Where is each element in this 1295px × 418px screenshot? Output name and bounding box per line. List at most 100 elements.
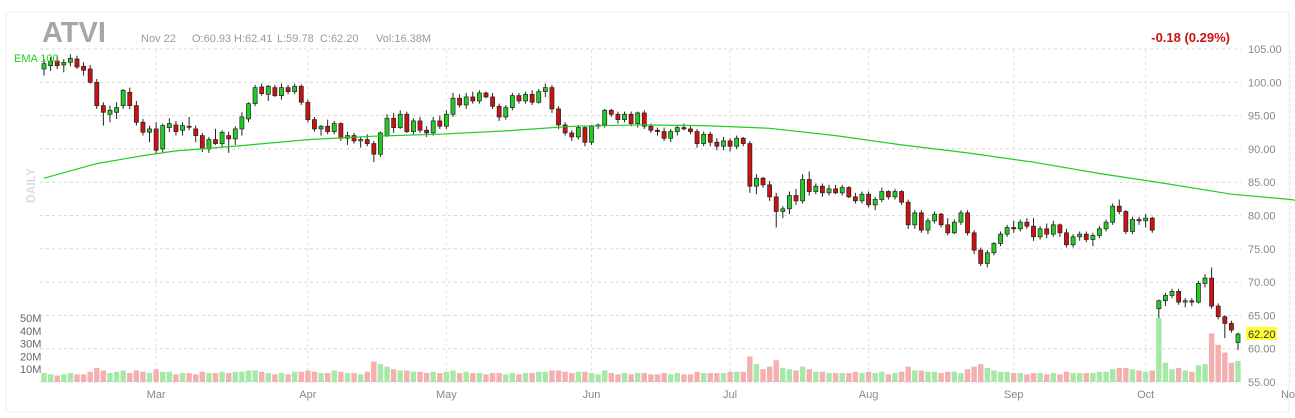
candle (674, 124, 680, 136)
volume-bar (608, 373, 615, 382)
candle-body-down (852, 196, 858, 202)
volume-bar (958, 373, 964, 382)
candle (160, 123, 166, 153)
candle-body-down (490, 96, 495, 107)
ema-100-line (43, 124, 1295, 201)
candle-body-up (219, 131, 225, 144)
price-tick-label: 55.00 (1248, 377, 1276, 389)
volume-bar (1235, 361, 1241, 382)
month-label: Jun (583, 389, 601, 401)
candle (866, 191, 871, 208)
volume-bar (463, 371, 469, 382)
candle-body-down (615, 113, 621, 120)
candle-body-down (1176, 291, 1182, 303)
candle-body-down (569, 132, 575, 138)
candle (655, 127, 660, 136)
candle (608, 108, 614, 117)
volume-bar (41, 373, 47, 382)
candle (140, 118, 146, 136)
volume-bar (641, 373, 648, 382)
volume-bar (232, 371, 239, 382)
candle-body-up (575, 127, 581, 138)
volume-bar (390, 369, 397, 382)
volume-bar (1195, 365, 1202, 382)
candle (94, 78, 100, 109)
candle (186, 116, 192, 131)
candle-body-up (331, 123, 337, 132)
candle (938, 212, 944, 228)
candlestick-series (41, 54, 1241, 351)
candle (1004, 224, 1010, 237)
candle (1044, 223, 1050, 239)
candle-body-up (602, 109, 608, 126)
volume-bar (324, 373, 331, 382)
volume-bar (984, 367, 991, 382)
volume-bar (602, 370, 608, 382)
candle-body-down (100, 105, 106, 113)
candle-body-down (186, 125, 192, 128)
volume-bar (305, 370, 311, 382)
price-tick-label: 105.00 (1248, 44, 1282, 56)
volume-bar (1215, 344, 1221, 382)
volume-bar (1222, 352, 1228, 382)
candle-body-up (463, 96, 469, 106)
volume-bar (634, 373, 641, 382)
volume-bar (1076, 373, 1083, 382)
candle-body-up (292, 85, 298, 92)
candle-body-down (1116, 205, 1122, 212)
candle (397, 110, 403, 129)
month-label: Apr (299, 389, 316, 401)
volume-bar (476, 373, 483, 382)
volume-bar (470, 373, 476, 382)
candle-body-down (153, 128, 159, 151)
candle-body-down (773, 196, 779, 212)
candle-body-up (1037, 228, 1043, 238)
candle-body-down (81, 65, 86, 71)
candle (628, 111, 634, 127)
candle (615, 111, 621, 124)
candle-body-down (833, 188, 838, 194)
volume-bar (918, 370, 925, 382)
candle-body-up (951, 221, 957, 234)
candle (813, 183, 819, 195)
candle-body-up (61, 61, 67, 66)
candle (1090, 232, 1096, 247)
candle (54, 55, 60, 69)
volume-bar (1017, 373, 1024, 382)
volume-bar (199, 371, 206, 382)
candle-body-down (707, 133, 713, 143)
candle (885, 190, 891, 200)
month-label: Sep (1004, 389, 1024, 401)
candle (463, 92, 469, 109)
candle-body-up (411, 120, 416, 132)
candle-body-up (1163, 295, 1168, 302)
price-tick-label: 75.00 (1248, 244, 1276, 256)
volume-bar (1063, 371, 1070, 382)
candle (820, 183, 825, 197)
candle-body-down (641, 112, 647, 127)
volume-bar (404, 370, 410, 382)
volume-bar (859, 373, 865, 382)
ohlc-volume: Vol:16.38M (376, 33, 431, 45)
candle (912, 210, 918, 229)
candle (971, 230, 977, 255)
volume-bar (423, 373, 430, 382)
candle-body-down (298, 85, 304, 103)
candle-body-up (239, 116, 245, 130)
volume-bar (846, 373, 852, 382)
volume-bar (1070, 373, 1076, 382)
candle-body-up (879, 191, 885, 200)
volume-bar (1182, 370, 1188, 382)
candle-body-up (754, 177, 759, 187)
candle (1083, 231, 1089, 243)
month-label: May (436, 389, 457, 401)
candle-body-up (813, 185, 819, 192)
candle-body-down (582, 127, 588, 143)
candle (1189, 298, 1195, 307)
volume-bar (219, 371, 225, 382)
volume-tick-label: 30M (20, 339, 41, 351)
volume-bar (516, 374, 522, 382)
volume-bar (437, 373, 443, 382)
candle-body-down (820, 185, 825, 194)
